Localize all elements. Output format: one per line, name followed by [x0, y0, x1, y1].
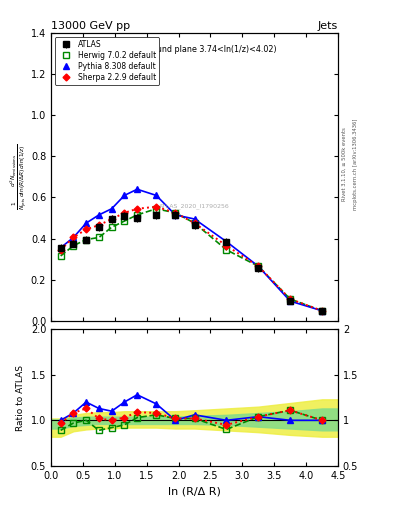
- Sherpa 2.2.9 default: [71, 234, 76, 241]
- Pythia 8.308 default: [192, 216, 197, 222]
- Y-axis label: $\frac{1}{N_\mathrm{jets}}\frac{d^2 N_\mathrm{emissions}}{d\ln(R/\Delta R)\,d\ln: $\frac{1}{N_\mathrm{jets}}\frac{d^2 N_\m…: [9, 144, 29, 210]
- Sherpa 2.2.9 default: [97, 222, 101, 228]
- Text: mcplots.cern.ch [arXiv:1306.3436]: mcplots.cern.ch [arXiv:1306.3436]: [353, 118, 358, 209]
- Pythia 8.308 default: [135, 186, 140, 193]
- Line: Sherpa 2.2.9 default: Sherpa 2.2.9 default: [58, 204, 325, 313]
- Text: ATLAS_2020_I1790256: ATLAS_2020_I1790256: [159, 203, 230, 208]
- Line: Herwig 7.0.2 default: Herwig 7.0.2 default: [57, 206, 325, 314]
- Pythia 8.308 default: [109, 206, 114, 212]
- Herwig 7.0.2 default: [122, 218, 127, 224]
- Herwig 7.0.2 default: [320, 308, 324, 314]
- Herwig 7.0.2 default: [97, 234, 101, 241]
- Text: Rivet 3.1.10, ≥ 500k events: Rivet 3.1.10, ≥ 500k events: [342, 127, 346, 201]
- X-axis label: ln (R/Δ R): ln (R/Δ R): [168, 486, 221, 496]
- Legend: ATLAS, Herwig 7.0.2 default, Pythia 8.308 default, Sherpa 2.2.9 default: ATLAS, Herwig 7.0.2 default, Pythia 8.30…: [55, 37, 159, 85]
- Pythia 8.308 default: [71, 234, 76, 241]
- Herwig 7.0.2 default: [173, 210, 178, 216]
- Herwig 7.0.2 default: [109, 224, 114, 230]
- Herwig 7.0.2 default: [135, 212, 140, 218]
- Pythia 8.308 default: [84, 220, 88, 226]
- Herwig 7.0.2 default: [154, 206, 159, 212]
- Pythia 8.308 default: [154, 193, 159, 199]
- Pythia 8.308 default: [224, 239, 229, 245]
- Pythia 8.308 default: [320, 308, 324, 314]
- Sherpa 2.2.9 default: [84, 226, 88, 232]
- Text: ln(R/Δ R) (Lund plane 3.74<ln(1/z)<4.02): ln(R/Δ R) (Lund plane 3.74<ln(1/z)<4.02): [112, 45, 277, 54]
- Sherpa 2.2.9 default: [109, 216, 114, 222]
- Sherpa 2.2.9 default: [256, 263, 261, 269]
- Sherpa 2.2.9 default: [122, 210, 127, 216]
- Herwig 7.0.2 default: [256, 263, 261, 269]
- Herwig 7.0.2 default: [71, 243, 76, 249]
- Herwig 7.0.2 default: [58, 253, 63, 259]
- Text: 13000 GeV pp: 13000 GeV pp: [51, 21, 130, 31]
- Sherpa 2.2.9 default: [135, 206, 140, 212]
- Sherpa 2.2.9 default: [320, 308, 324, 314]
- Pythia 8.308 default: [288, 298, 292, 304]
- Text: Jets: Jets: [318, 21, 338, 31]
- Herwig 7.0.2 default: [84, 237, 88, 243]
- Sherpa 2.2.9 default: [154, 204, 159, 210]
- Pythia 8.308 default: [173, 212, 178, 218]
- Pythia 8.308 default: [256, 263, 261, 269]
- Pythia 8.308 default: [58, 245, 63, 251]
- Herwig 7.0.2 default: [288, 296, 292, 302]
- Sherpa 2.2.9 default: [224, 243, 229, 249]
- Pythia 8.308 default: [97, 212, 101, 218]
- Y-axis label: Ratio to ATLAS: Ratio to ATLAS: [16, 365, 25, 431]
- Herwig 7.0.2 default: [224, 247, 229, 253]
- Sherpa 2.2.9 default: [58, 247, 63, 253]
- Sherpa 2.2.9 default: [192, 220, 197, 226]
- Herwig 7.0.2 default: [192, 220, 197, 226]
- Pythia 8.308 default: [122, 193, 127, 199]
- Sherpa 2.2.9 default: [288, 296, 292, 302]
- Line: Pythia 8.308 default: Pythia 8.308 default: [57, 186, 325, 314]
- Sherpa 2.2.9 default: [173, 210, 178, 216]
